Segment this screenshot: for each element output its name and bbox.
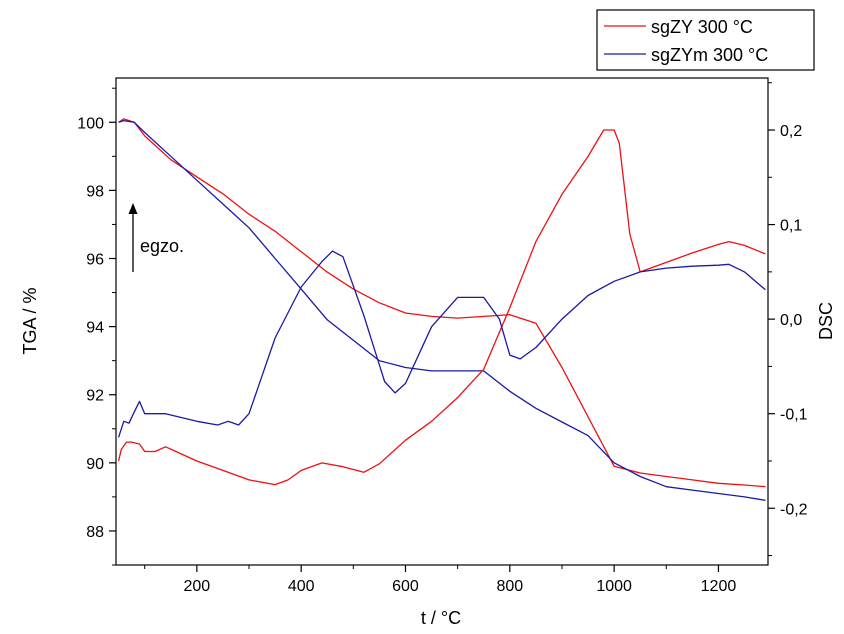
y-right-tick-label: 0,1 [780, 218, 802, 235]
x-tick-label: 1000 [596, 578, 632, 595]
series-line-sgzym-300-c-dsc [117, 250, 766, 438]
legend-box [596, 9, 815, 71]
y-left-tick-label: 96 [86, 251, 104, 268]
y-right-tick-label: -0,2 [780, 501, 808, 518]
y-right-axis-title: DSC [816, 302, 836, 340]
x-tick-label: 200 [183, 578, 210, 595]
exo-arrow-head [128, 203, 138, 214]
exo-annotation: egzo. [128, 203, 184, 272]
y-left-axis-ticks: 88 90 92 94 96 98 100 [77, 87, 116, 566]
y-right-axis-ticks: 0,2 0,1 0,0 -0,1 -0,2 [768, 82, 808, 557]
y-left-tick-label: 98 [86, 183, 104, 200]
legend: sgZY 300 °C sgZYm 300 °C [596, 9, 815, 71]
x-tick-label: 600 [392, 578, 419, 595]
series-line-sgzym-300-c-tga [118, 119, 766, 501]
y-left-tick-label: 100 [77, 115, 104, 132]
x-tick-label: 1200 [701, 578, 737, 595]
y-left-axis-title: TGA / % [20, 287, 40, 354]
legend-label-sgZYm: sgZYm 300 °C [651, 45, 768, 65]
plot-frame [115, 77, 769, 566]
series-group [117, 118, 766, 501]
series-line-sgzy-300-c-dsc [117, 129, 766, 486]
x-tick-label: 800 [496, 578, 523, 595]
y-left-tick-label: 94 [86, 320, 104, 337]
x-axis-title: t / °C [421, 608, 461, 628]
y-right-tick-label: 0,0 [780, 312, 802, 329]
series-line-sgzy-300-c-tga [118, 118, 766, 488]
y-right-tick-label: -0,1 [780, 407, 808, 424]
legend-label-sgZY: sgZY 300 °C [651, 17, 753, 37]
x-tick-label: 400 [288, 578, 315, 595]
y-left-tick-label: 90 [86, 456, 104, 473]
y-left-tick-label: 92 [86, 388, 104, 405]
y-left-tick-label: 88 [86, 524, 104, 541]
exo-label: egzo. [140, 236, 184, 256]
x-axis-ticks: 200 400 600 800 1000 1200 [144, 565, 737, 595]
y-right-tick-label: 0,2 [780, 123, 802, 140]
